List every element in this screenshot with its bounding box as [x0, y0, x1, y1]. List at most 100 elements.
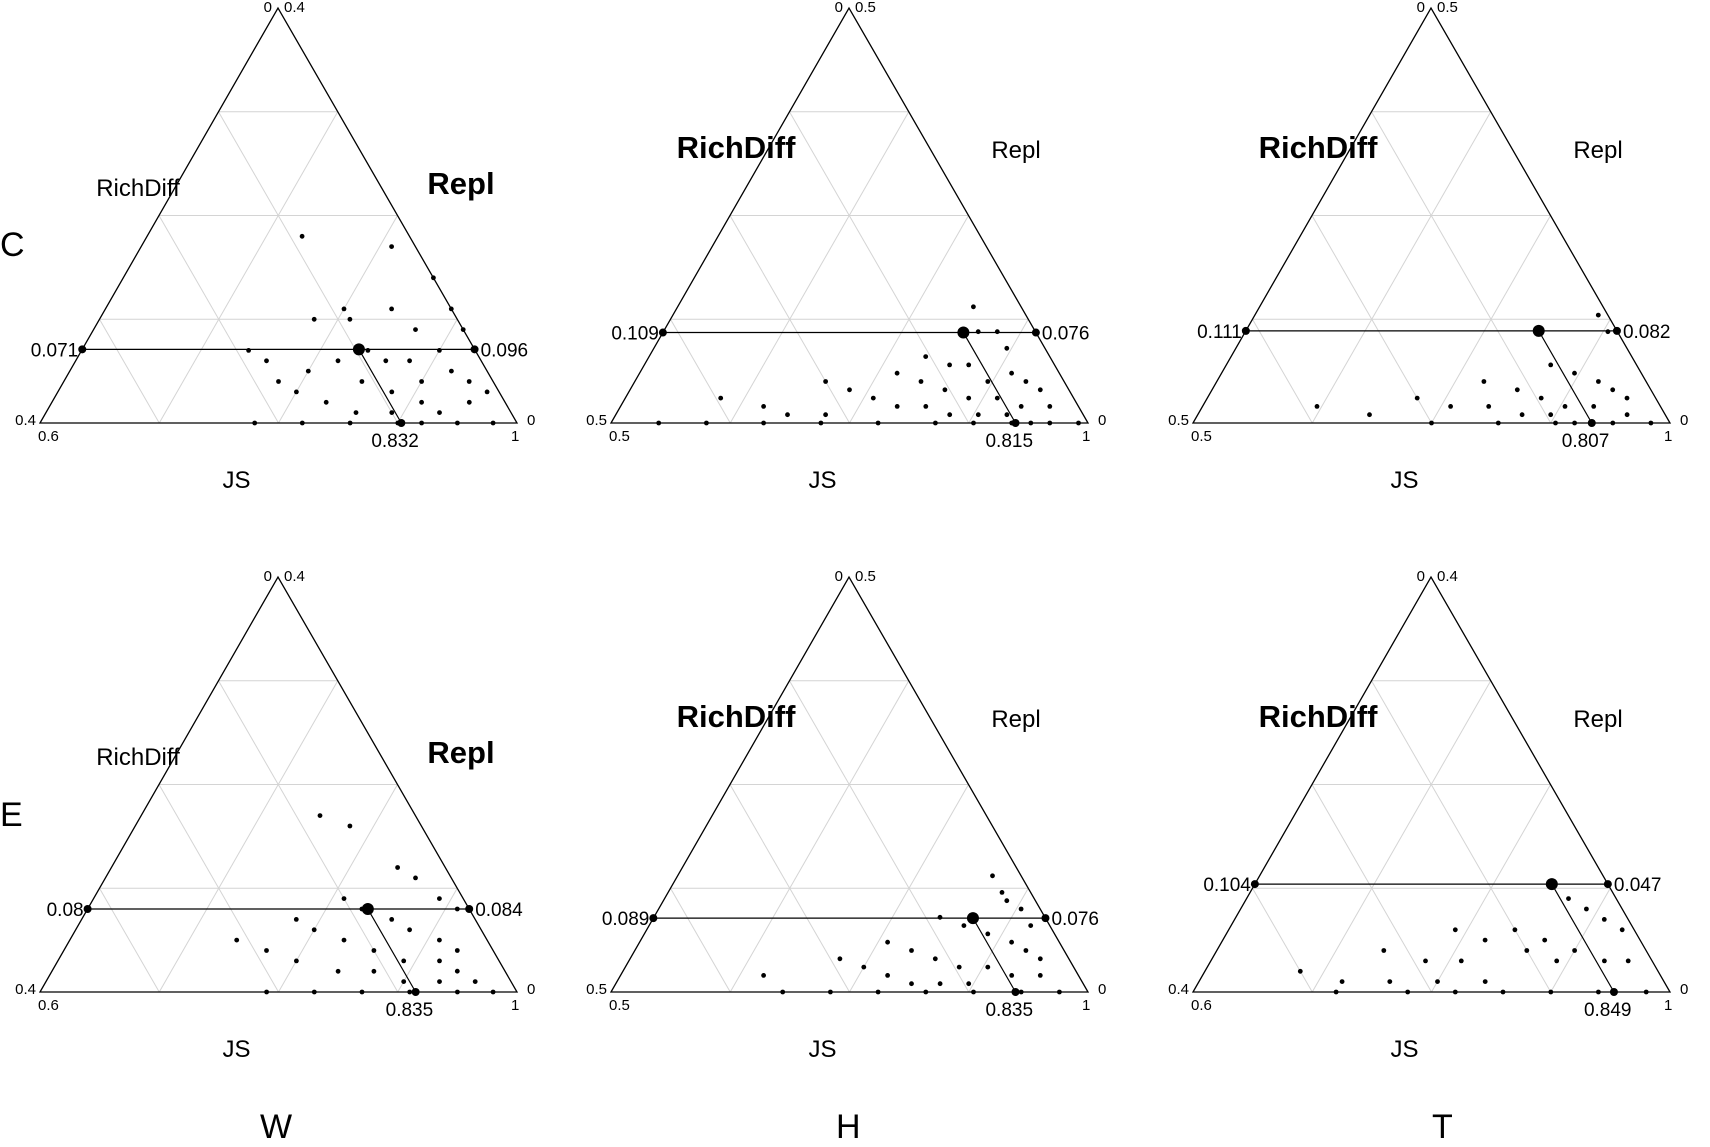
data-point	[1018, 404, 1024, 409]
data-point	[1514, 387, 1520, 393]
data-point	[1610, 387, 1616, 393]
data-point	[305, 368, 311, 374]
data-point	[1037, 956, 1043, 962]
col-label-3: T	[1432, 1108, 1453, 1146]
data-point	[437, 979, 442, 984]
data-point	[335, 968, 341, 974]
data-point	[937, 914, 943, 920]
data-point	[780, 989, 786, 995]
data-point	[837, 956, 843, 962]
data-point	[994, 395, 1000, 401]
axis-title-repl: Repl	[1573, 706, 1622, 733]
mean-label-js: 0.849	[1584, 1000, 1632, 1021]
grid-line	[1371, 680, 1552, 993]
data-point	[1554, 958, 1560, 964]
data-point	[294, 389, 299, 395]
tick-bottom-right-lower: 1	[1082, 997, 1090, 1014]
data-point	[347, 823, 353, 829]
grid-line	[218, 680, 399, 993]
data-point	[1482, 979, 1488, 984]
data-point	[1548, 989, 1554, 995]
data-point	[1414, 395, 1420, 401]
data-point	[1023, 948, 1029, 953]
data-point	[966, 981, 972, 987]
data-point	[1548, 362, 1554, 368]
tick-bottom-left-upper: 0.4	[1168, 981, 1189, 998]
grid-line	[158, 784, 279, 993]
grid-line	[1252, 888, 1313, 993]
grid-line	[1550, 319, 1611, 424]
data-point	[785, 412, 790, 418]
mean-label-richdiff: 0.111	[1197, 322, 1242, 343]
data-point	[1524, 948, 1530, 953]
grid-line	[158, 680, 339, 993]
tick-bottom-right-upper: 0	[1098, 412, 1106, 429]
data-point	[1562, 404, 1568, 409]
data-point	[353, 410, 359, 415]
data-point	[413, 327, 418, 332]
data-point	[401, 979, 407, 984]
data-point	[818, 420, 824, 426]
tick-top-left: 0	[835, 0, 843, 16]
data-point	[335, 358, 341, 364]
grid-line	[968, 319, 1029, 424]
data-point	[1452, 989, 1458, 995]
data-point	[1481, 379, 1487, 384]
data-point	[1512, 927, 1518, 933]
data-points	[656, 304, 1081, 426]
projection-js	[972, 917, 1017, 993]
projection-js	[367, 908, 417, 993]
axis-title-richdiff: RichDiff	[96, 744, 180, 771]
data-points	[246, 233, 496, 426]
mean-label-js: 0.835	[985, 1000, 1033, 1021]
data-point	[449, 368, 454, 374]
grid-line	[278, 215, 398, 424]
projection-js	[358, 349, 402, 424]
data-point	[823, 412, 828, 418]
data-point	[389, 389, 395, 395]
data-point	[1429, 420, 1434, 426]
grid-line	[1252, 319, 1313, 424]
tick-bottom-left-upper: 0.4	[15, 981, 36, 998]
mean-marker-repl	[1031, 328, 1040, 337]
grid-line	[789, 111, 970, 424]
data-point	[923, 989, 929, 995]
data-point	[246, 348, 252, 353]
data-point	[395, 865, 400, 870]
tick-bottom-right-upper: 0	[1098, 981, 1106, 998]
data-point	[454, 968, 460, 974]
data-point	[1381, 948, 1387, 953]
grid-line	[1371, 111, 1552, 424]
data-point	[704, 420, 709, 426]
data-point	[455, 989, 460, 995]
data-point	[1458, 958, 1464, 964]
tick-top-left: 0	[835, 568, 843, 585]
data-point	[1619, 927, 1625, 933]
data-point	[894, 370, 900, 376]
data-point	[932, 956, 938, 962]
tick-bottom-right-lower: 1	[1664, 428, 1672, 445]
grid-line	[1550, 888, 1611, 993]
data-point	[966, 362, 972, 368]
data-point	[985, 379, 991, 384]
data-point	[413, 875, 418, 881]
data-point	[359, 989, 365, 995]
data-point	[1018, 989, 1024, 995]
grid-line	[729, 111, 910, 424]
data-point	[323, 399, 329, 405]
data-point	[448, 306, 454, 312]
axis-title-richdiff: RichDiff	[1259, 130, 1379, 165]
data-point	[1595, 312, 1601, 318]
tick-top-left: 0	[264, 0, 272, 16]
data-point	[718, 395, 724, 401]
data-point	[975, 412, 981, 418]
data-point	[1004, 345, 1010, 351]
data-point	[383, 358, 389, 364]
data-point	[1037, 387, 1043, 393]
data-point	[371, 968, 377, 974]
data-point	[956, 964, 962, 970]
mean-point	[1545, 878, 1558, 891]
mean-label-richdiff: 0.089	[602, 909, 650, 930]
data-point	[389, 410, 395, 415]
tick-top-right: 0.5	[855, 0, 876, 16]
